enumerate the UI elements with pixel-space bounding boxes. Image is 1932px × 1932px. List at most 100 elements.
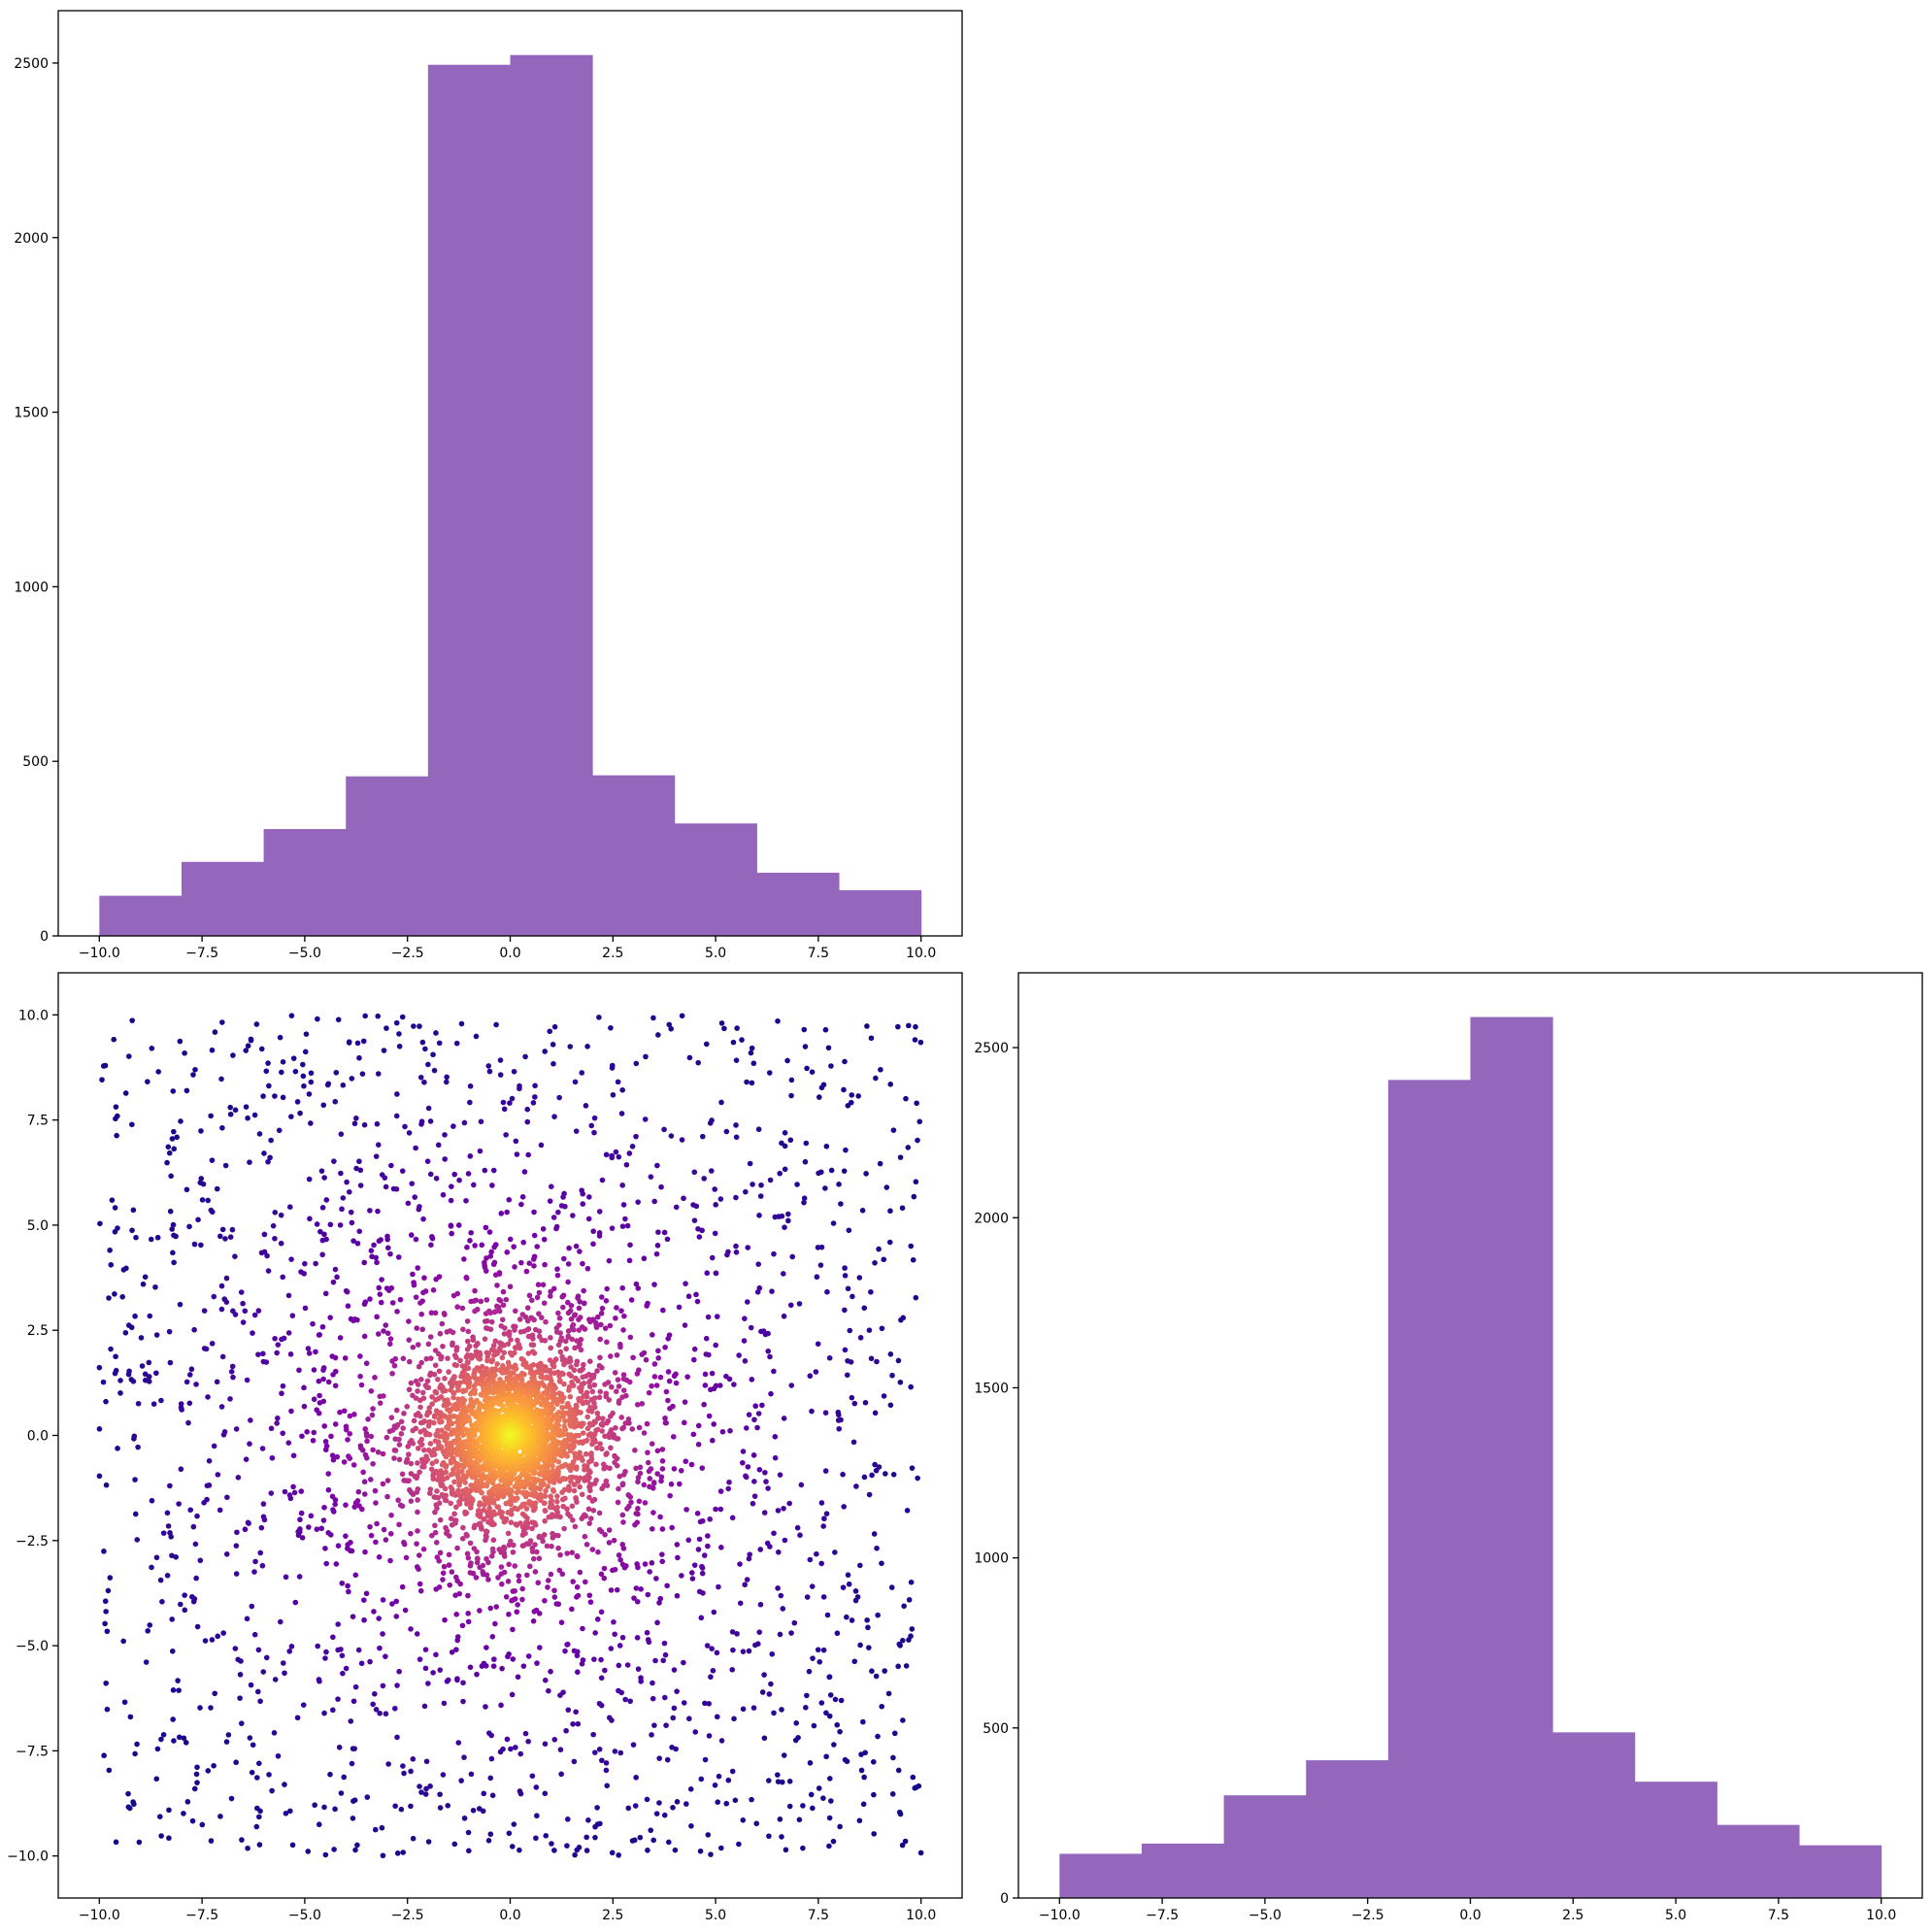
scatter-point (482, 1167, 488, 1174)
scatter-point (450, 1471, 456, 1477)
scatter-point (202, 1638, 209, 1644)
scatter-point (622, 1696, 628, 1703)
scatter-point (449, 1420, 455, 1427)
scatter-point (452, 1517, 459, 1523)
scatter-point (801, 1199, 807, 1206)
scatter-point (825, 1045, 832, 1051)
top-left-hist-bar (263, 828, 347, 936)
scatter-point (891, 1730, 898, 1737)
scatter-point (679, 1013, 685, 1019)
scatter-point (914, 1100, 919, 1107)
scatter-point (113, 1104, 119, 1110)
scatter-point (343, 1533, 349, 1539)
scatter-point (696, 1588, 703, 1595)
scatter-point (489, 1546, 496, 1552)
scatter-point (347, 1188, 352, 1195)
scatter-point (633, 1060, 640, 1067)
scatter-point (842, 1265, 848, 1271)
scatter-point (816, 1785, 822, 1791)
scatter-point (209, 1047, 216, 1053)
scatter-point (571, 1367, 578, 1374)
scatter-point (629, 1426, 636, 1432)
scatter-point (332, 1501, 338, 1508)
scatter-point (548, 1293, 553, 1299)
scatter-point (580, 1201, 586, 1207)
scatter-point (775, 1779, 782, 1784)
scatter-point (477, 1500, 483, 1506)
scatter-point (217, 1233, 223, 1240)
scatter-point (550, 1437, 556, 1443)
scatter-point (430, 1670, 436, 1676)
scatter-point (415, 1265, 421, 1271)
scatter-point (573, 1375, 579, 1382)
scatter-point (746, 1412, 752, 1418)
scatter-point (454, 1676, 460, 1682)
scatter-point (580, 1625, 585, 1632)
scatter-point (253, 1021, 260, 1027)
scatter-point (559, 1357, 566, 1363)
scatter-point (500, 1099, 507, 1106)
scatter-point (497, 1297, 504, 1304)
scatter-point (317, 1228, 323, 1235)
scatter-point (379, 1277, 384, 1282)
scatter-point (566, 1483, 572, 1489)
scatter-point (424, 1456, 430, 1463)
scatter-point (193, 1382, 199, 1387)
scatter-point (853, 1483, 859, 1489)
scatter-point (422, 1647, 429, 1652)
scatter-point (654, 1242, 661, 1249)
scatter-point (771, 1368, 777, 1375)
scatter-point (654, 1619, 660, 1626)
scatter-point (610, 1091, 616, 1098)
scatter-point (655, 1032, 661, 1038)
scatter-point (826, 1354, 833, 1361)
scatter-point (209, 1341, 216, 1347)
scatter-point (464, 1244, 470, 1250)
scatter-point (536, 1328, 543, 1334)
scatter-point (432, 1362, 439, 1369)
scatter-point (598, 1321, 604, 1328)
scatter-point (229, 1363, 236, 1370)
scatter-point (837, 1728, 843, 1735)
scatter-point (503, 1132, 509, 1138)
scatter-point (192, 1066, 198, 1073)
scatter-point (122, 1329, 129, 1336)
scatter-point (417, 1300, 423, 1306)
scatter-point (154, 1234, 161, 1241)
scatter-point (564, 1641, 571, 1648)
scatter-point (549, 1512, 555, 1517)
scatter-point (608, 1353, 614, 1359)
scatter-point (425, 1384, 432, 1391)
scatter-point (255, 1351, 261, 1358)
scatter-point (872, 1259, 878, 1266)
scatter-point (903, 1095, 909, 1102)
scatter-point (765, 1485, 771, 1491)
scatter-point (306, 1524, 312, 1530)
scatter-point (523, 1268, 530, 1275)
scatter-point (185, 1419, 191, 1426)
scatter-point (566, 1371, 573, 1378)
scatter-point (419, 1389, 426, 1396)
scatter-point (591, 1382, 598, 1388)
scatter-point (343, 1665, 350, 1672)
scatter-point (464, 1318, 471, 1324)
scatter-point (194, 1623, 201, 1630)
top-left-hist-bar (839, 889, 922, 936)
scatter-point (536, 1289, 543, 1296)
scatter-point (265, 1158, 271, 1165)
scatter-point (645, 1591, 651, 1598)
scatter-point (889, 1372, 895, 1379)
bottom-right-hist-xtick-label: −10.0 (1039, 1908, 1081, 1923)
scatter-point (410, 1441, 416, 1447)
scatter-point (399, 1583, 406, 1590)
scatter-point (809, 1583, 816, 1589)
scatter-point (170, 1716, 176, 1722)
scatter-point (673, 1204, 680, 1211)
scatter-point (510, 1656, 516, 1662)
scatter-point (609, 1225, 616, 1231)
scatter-point (574, 1583, 581, 1590)
scatter-point (599, 1757, 605, 1764)
scatter-point (543, 1318, 549, 1325)
scatter-point (399, 1471, 406, 1478)
scatter-point (302, 1260, 308, 1267)
